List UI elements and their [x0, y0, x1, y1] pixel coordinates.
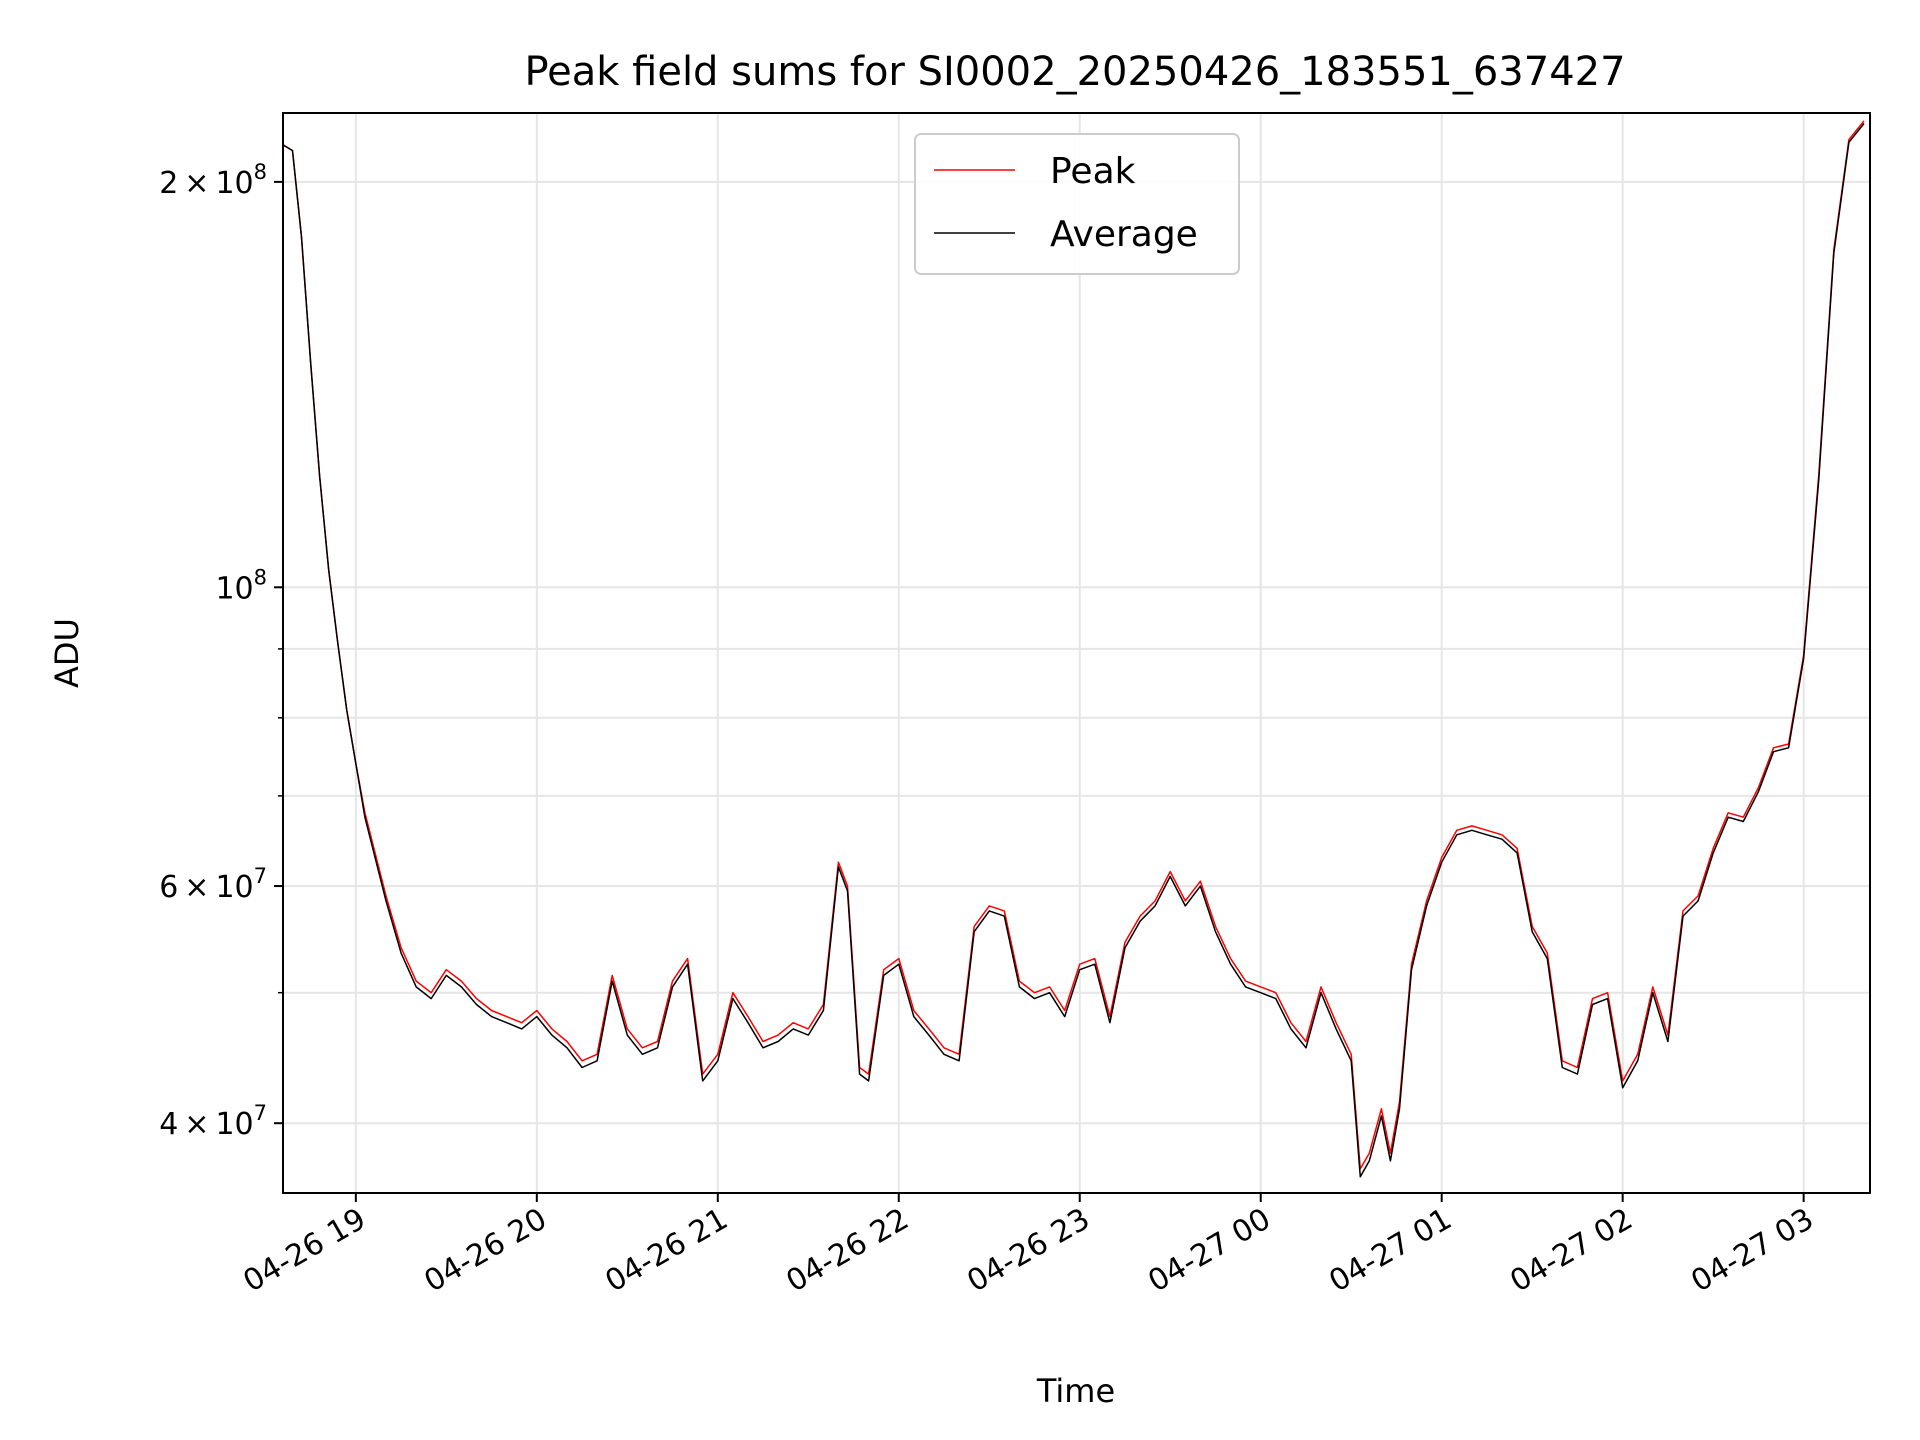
grid — [283, 113, 1870, 1193]
chart-title: Peak field sums for SI0002_20250426_1835… — [524, 49, 1625, 95]
y-tick-mantissa: 6 × — [159, 870, 215, 905]
y-tick-base: 10 — [215, 571, 253, 606]
x-axis-label: Time — [1036, 1372, 1115, 1410]
legend-peak-label: Peak — [1050, 151, 1136, 192]
y-tick-label: 6 × 107 — [159, 864, 267, 905]
y-tick-base: 10 — [215, 166, 253, 201]
plot-frame — [282, 112, 1871, 1194]
y-tick-label: 4 × 107 — [159, 1101, 267, 1142]
series-line-peak — [283, 120, 1865, 1170]
y-tick-mantissa: 2 × — [159, 166, 215, 201]
legend-box — [914, 133, 1240, 275]
y-tick-label: 2 × 108 — [159, 160, 267, 201]
y-tick-mantissa: 4 × — [159, 1107, 215, 1142]
y-tick-exponent: 7 — [254, 864, 267, 888]
y-axis-label: ADU — [48, 618, 86, 688]
legend-average-label: Average — [1050, 214, 1198, 255]
y-tick-exponent: 7 — [254, 1101, 267, 1125]
series-lines — [283, 120, 1865, 1178]
y-tick-base: 10 — [215, 870, 253, 905]
y-tick-label: 108 — [215, 565, 267, 606]
series-line-average — [283, 123, 1865, 1178]
y-tick-base: 10 — [215, 1107, 253, 1142]
legend: Peak Average — [914, 133, 1240, 275]
y-tick-exponent: 8 — [254, 565, 267, 589]
y-tick-exponent: 8 — [254, 160, 267, 184]
